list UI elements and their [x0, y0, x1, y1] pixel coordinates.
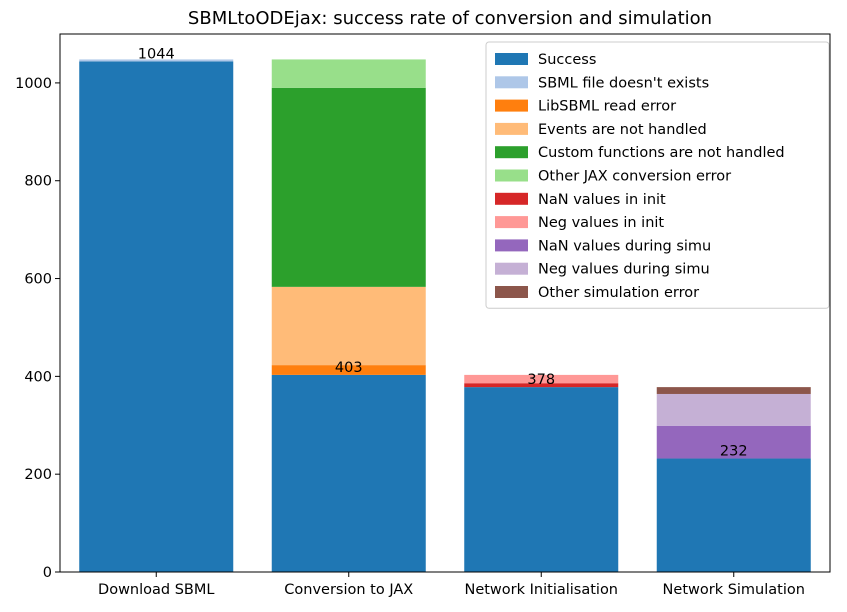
- legend-swatch: [495, 192, 528, 205]
- legend-label: Success: [538, 52, 596, 68]
- legend-label: NaN values in init: [538, 192, 666, 208]
- legend-swatch: [495, 169, 528, 182]
- legend-swatch: [495, 146, 528, 159]
- bar-segment: [656, 425, 811, 459]
- bar-segment: [656, 393, 811, 426]
- data-labels: 1044 403 378 232: [138, 46, 748, 459]
- bar-segment: [464, 374, 619, 384]
- legend: Success SBML file doesn't exists LibSBML r…: [485, 41, 830, 309]
- legend-label: LibSBML read error: [538, 99, 676, 115]
- bar-segment: [79, 61, 234, 572]
- legend-label: SBML file doesn't exists: [538, 75, 709, 91]
- bar-segment: [271, 59, 426, 88]
- data-label: 403: [335, 360, 363, 376]
- bar-segment: [464, 387, 619, 572]
- data-label: 232: [720, 444, 748, 460]
- legend-swatch: [495, 122, 528, 135]
- data-label: 1044: [138, 46, 175, 62]
- legend-label: Events are not handled: [538, 122, 707, 138]
- legend-swatch: [495, 286, 528, 298]
- legend-swatch: [495, 53, 528, 65]
- legend-box: [485, 41, 830, 309]
- plot-frame: [59, 33, 831, 573]
- data-label: 378: [527, 372, 555, 388]
- bar-segment: [656, 458, 811, 572]
- x-tick-label: Network Initialisation: [464, 582, 618, 598]
- x-tick-label: Conversion to JAX: [284, 582, 413, 598]
- y-tick-label: 800: [24, 174, 52, 190]
- legend-swatch: [495, 99, 528, 112]
- bar-segment: [79, 59, 234, 62]
- legend-label: NaN values during simu: [538, 238, 711, 254]
- x-tick-label: Download SBML: [98, 582, 214, 598]
- y-tick-label: 400: [24, 369, 52, 385]
- bar-segment: [656, 387, 811, 394]
- legend-label: Custom functions are not handled: [538, 145, 785, 161]
- legend-label: Other JAX conversion error: [538, 169, 731, 185]
- legend-label: Other simulation error: [538, 285, 699, 301]
- legend-label: Neg values in init: [538, 215, 664, 231]
- y-tick-label: 200: [24, 467, 52, 483]
- bar-segment: [271, 374, 426, 572]
- y-tick-label: 1000: [15, 76, 52, 92]
- bar-segment: [271, 365, 426, 375]
- bar-segment: [464, 383, 619, 388]
- y-tick-label: 0: [43, 565, 52, 581]
- chart-title: SBMLtoODEjax: success rate of conversion…: [188, 8, 712, 29]
- bars: [79, 59, 811, 572]
- bar-segment: [271, 87, 426, 287]
- legend-swatch: [495, 216, 528, 229]
- legend-swatch: [495, 76, 528, 89]
- bar-segment: [271, 286, 426, 366]
- legend-swatch: [495, 262, 528, 275]
- axes: 0 200 400 600 800 1000 Download SBML Conversion…: [15, 33, 831, 598]
- legend-label: Neg values during simu: [538, 262, 710, 278]
- legend-swatch: [495, 239, 528, 252]
- x-tick-label: Network Simulation: [663, 582, 805, 598]
- y-tick-label: 600: [24, 272, 52, 288]
